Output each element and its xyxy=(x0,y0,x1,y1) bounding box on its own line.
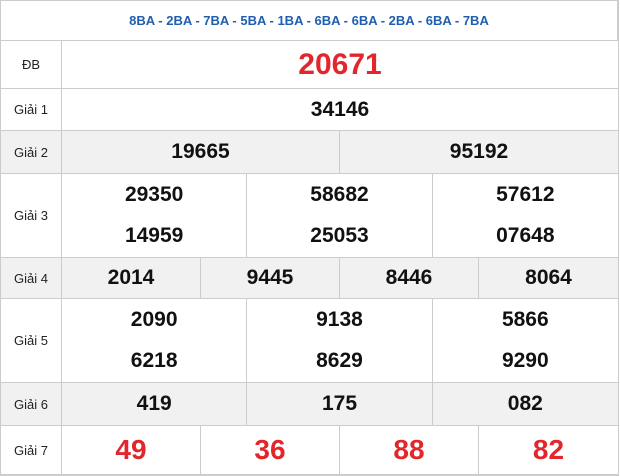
prize-number: 88 xyxy=(393,434,425,465)
row-label: Giải 3 xyxy=(1,174,62,258)
number-cell: 8446 xyxy=(340,258,479,299)
row-label: ĐB xyxy=(1,41,62,89)
prize-number: 9445 xyxy=(246,266,294,289)
prize-number: 25053 xyxy=(310,224,369,248)
number-cell: 88 xyxy=(340,426,479,475)
prize-number: 8064 xyxy=(525,266,572,289)
prize-number: 29350 xyxy=(124,182,184,206)
prize-number: 57612 xyxy=(496,182,555,206)
prize-number: 8446 xyxy=(385,266,433,289)
row-label: Giải 1 xyxy=(1,89,62,131)
prize-number: 34146 xyxy=(310,97,370,121)
number-cell: 34146 xyxy=(62,89,618,131)
prize-number: 82 xyxy=(532,434,565,465)
prize-number: 14959 xyxy=(124,224,184,248)
number-cell: 175 xyxy=(247,383,433,426)
row-label: Giải 7 xyxy=(1,426,62,475)
prize-number: 6218 xyxy=(130,349,178,373)
prize-number: 9290 xyxy=(501,349,549,373)
number-cell: 95192 xyxy=(340,131,618,174)
row-label: Giải 4 xyxy=(1,258,62,299)
number-cell: 36 xyxy=(201,426,340,475)
number-cell: 2090 6218 xyxy=(62,299,248,383)
row-label: Giải 6 xyxy=(1,383,62,426)
number-cell: 82 xyxy=(479,426,618,475)
number-cell: 082 xyxy=(432,383,618,426)
prize-number: 2090 xyxy=(130,307,178,331)
number-cell: 419 xyxy=(62,383,248,426)
prize-number: 19665 xyxy=(171,140,230,163)
prize-number: 49 xyxy=(115,434,147,465)
prize-number: 082 xyxy=(507,392,543,415)
number-cell: 49 xyxy=(62,426,201,475)
prize-number: 419 xyxy=(136,392,172,415)
row-label: Giải 2 xyxy=(1,131,62,174)
prize-number: 36 xyxy=(254,434,286,465)
number-cell: 9445 xyxy=(201,258,340,299)
number-cell: 8064 xyxy=(479,258,618,299)
prize-number: 2014 xyxy=(107,266,155,289)
header-title: 8BA - 2BA - 7BA - 5BA - 1BA - 6BA - 6BA … xyxy=(1,1,618,41)
number-cell: 9138 8629 xyxy=(247,299,433,383)
number-cell: 57612 07648 xyxy=(432,174,618,258)
prize-number: 95192 xyxy=(449,140,509,163)
number-cell: 20671 xyxy=(62,41,618,89)
prize-number: 5866 xyxy=(501,307,549,331)
prize-number: 9138 xyxy=(316,307,363,331)
prize-number: 20671 xyxy=(298,47,382,81)
prize-number: 8629 xyxy=(316,349,363,373)
prize-number: 175 xyxy=(321,392,358,415)
number-cell: 29350 14959 xyxy=(62,174,248,258)
number-cell: 5866 9290 xyxy=(432,299,618,383)
row-label: Giải 5 xyxy=(1,299,62,383)
number-cell: 58682 25053 xyxy=(247,174,433,258)
prize-number: 07648 xyxy=(496,224,555,248)
number-cell: 19665 xyxy=(62,131,340,174)
number-cell: 2014 xyxy=(62,258,201,299)
prize-number: 58682 xyxy=(310,182,369,206)
